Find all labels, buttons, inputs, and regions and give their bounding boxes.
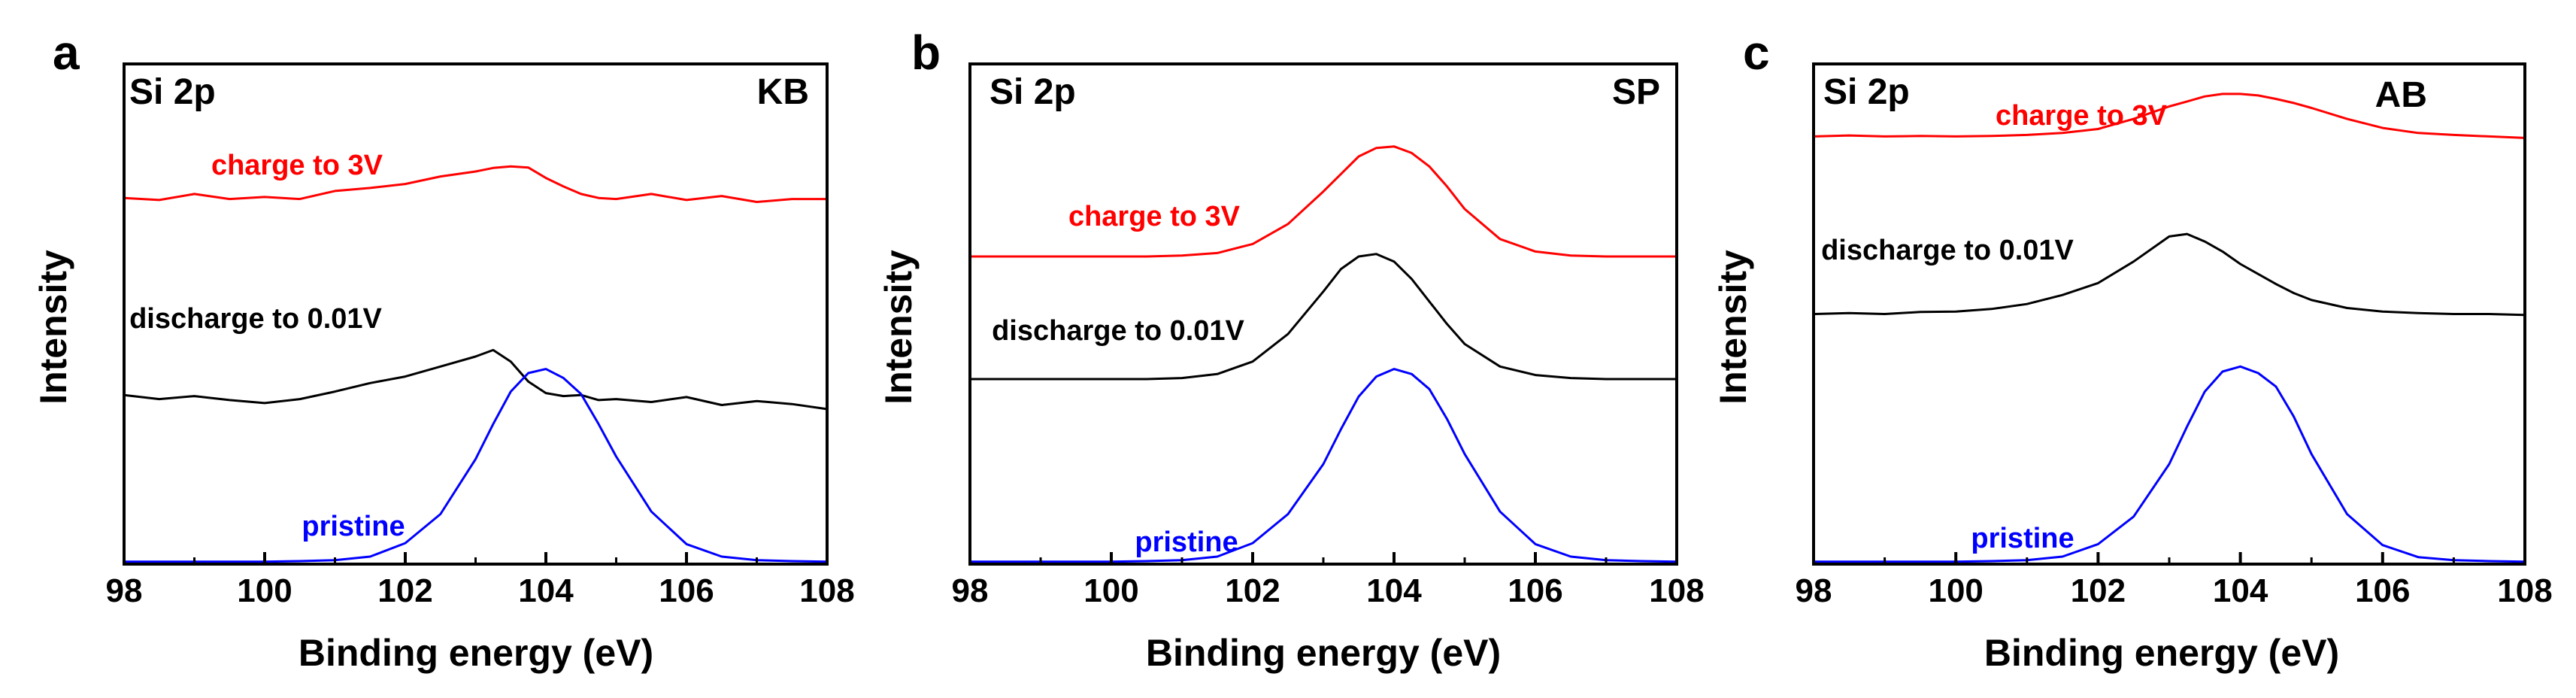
x-axis-label-a: Binding energy (eV) [299, 632, 653, 674]
x-tick-label-b-5: 108 [1649, 572, 1704, 609]
series-line-c-1 [1813, 232, 2526, 317]
series-line-a-2 [124, 368, 828, 563]
x-tick-label-c-4: 106 [2355, 572, 2410, 609]
x-tick-label-b-2: 102 [1225, 572, 1280, 609]
x-tick-label-c-0: 98 [1796, 572, 1832, 609]
series-label-charge-a: charge to 3V [211, 150, 383, 181]
series-label-discharge-c: discharge to 0.01V [1821, 235, 2074, 266]
region-label-a: Si 2p [129, 72, 216, 112]
series-label-pristine-a: pristine [302, 511, 405, 542]
series-label-charge-c: charge to 3V [1996, 100, 2168, 132]
x-tick-label-b-1: 100 [1083, 572, 1138, 609]
series-line-b-1 [970, 253, 1677, 381]
panel-label-b: b [911, 26, 941, 80]
corner-label-c: AB [2375, 75, 2427, 115]
x-tick-label-c-3: 104 [2213, 572, 2268, 609]
series-line-c-2 [1814, 365, 2526, 563]
y-axis-label-c: Intensity [1712, 250, 1754, 405]
region-label-c: Si 2p [1823, 72, 1910, 112]
panel-label-a: a [53, 26, 80, 80]
panel-a: a Si 2p KB Intensity Binding energy (eV)… [32, 26, 855, 674]
x-tick-label-a-3: 104 [518, 572, 574, 609]
x-tick-label-a-5: 108 [799, 572, 854, 609]
series-label-discharge-a: discharge to 0.01V [129, 303, 382, 335]
x-tick-label-c-2: 102 [2071, 572, 2126, 609]
series-line-b-0 [970, 145, 1677, 258]
x-tick-label-a-2: 102 [377, 572, 432, 609]
x-tick-label-a-4: 106 [659, 572, 714, 609]
series-line-a-0 [123, 165, 827, 203]
series-label-pristine-b: pristine [1135, 527, 1238, 558]
region-label-b: Si 2p [989, 72, 1076, 112]
x-axis-label-c: Binding energy (eV) [1984, 632, 2339, 674]
y-axis-label-a: Intensity [32, 250, 74, 405]
plot-frame-b [968, 62, 1678, 566]
x-tick-label-b-3: 104 [1366, 572, 1422, 609]
series-line-c-0 [1813, 93, 2526, 139]
x-tick-label-b-0: 98 [952, 572, 989, 609]
x-tick-label-c-1: 100 [1928, 572, 1983, 609]
y-axis-label-b: Intensity [877, 250, 920, 405]
panel-label-c: c [1743, 26, 1770, 80]
series-line-b-2 [970, 368, 1677, 563]
panel-c: c Si 2p AB Intensity Binding energy (eV)… [1712, 26, 2553, 674]
corner-label-a: KB [757, 72, 809, 112]
corner-label-b: SP [1612, 72, 1660, 112]
x-tick-label-c-5: 108 [2497, 572, 2552, 609]
series-label-pristine-c: pristine [1971, 523, 2074, 554]
series-label-charge-b: charge to 3V [1068, 201, 1241, 232]
x-tick-label-b-4: 106 [1508, 572, 1562, 609]
series-label-discharge-b: discharge to 0.01V [992, 315, 1244, 347]
x-tick-label-a-0: 98 [106, 572, 143, 609]
panel-b: b Si 2p SP Intensity Binding energy (eV)… [877, 26, 1705, 674]
x-tick-label-a-1: 100 [237, 572, 292, 609]
x-axis-label-b: Binding energy (eV) [1146, 632, 1501, 674]
series-line-a-1 [123, 348, 828, 411]
